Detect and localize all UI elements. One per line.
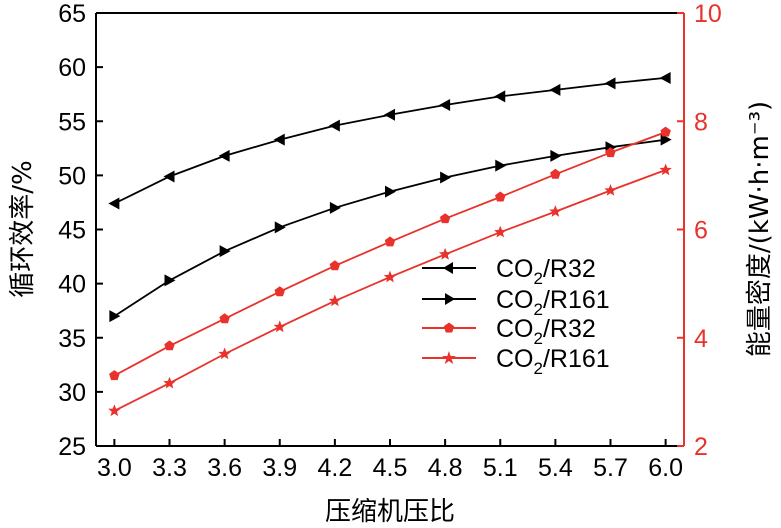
series-line-1	[114, 77, 666, 205]
data-point	[273, 133, 285, 146]
data-point	[163, 376, 176, 389]
data-point	[384, 108, 395, 121]
x-tick-label: 3.3	[152, 454, 187, 482]
data-point	[383, 270, 397, 283]
data-point	[660, 133, 672, 146]
data-point	[495, 191, 506, 202]
y-left-tick-label: 35	[58, 325, 86, 353]
data-point	[494, 90, 506, 103]
y-left-tick-label: 55	[58, 108, 86, 136]
data-point	[495, 159, 507, 172]
legend-marker-2	[445, 293, 455, 305]
y-left-tick-label: 65	[58, 0, 86, 28]
data-point	[550, 168, 561, 179]
x-tick-label: 5.4	[538, 454, 573, 482]
y-left-tick-label: 60	[58, 54, 86, 82]
x-tick-label: 3.6	[207, 454, 242, 482]
y-left-tick-label: 45	[58, 217, 86, 245]
y-left-tick-label: 50	[58, 162, 86, 190]
data-point	[328, 294, 342, 307]
legend-label-1: CO2/R32	[496, 255, 596, 288]
x-tick-label: 5.1	[483, 454, 518, 482]
x-tick-label: 4.8	[428, 454, 463, 482]
data-point	[605, 147, 616, 158]
x-tick-label: 6.0	[648, 454, 683, 482]
data-point	[108, 197, 120, 210]
legend-item-3: CO2/R32	[422, 315, 596, 348]
data-point	[218, 149, 230, 162]
x-axis-title: 压缩机压比	[325, 497, 455, 527]
y-left-tick-label: 25	[58, 433, 86, 461]
series-layer	[108, 71, 672, 417]
legend-label-2: CO2/R161	[496, 286, 610, 319]
legend-item-2: CO2/R161	[422, 286, 610, 319]
data-point	[494, 225, 507, 238]
legend-marker-1	[443, 262, 453, 274]
legend-label-3: CO2/R32	[496, 315, 596, 348]
x-tick-label: 4.2	[317, 454, 352, 482]
data-point	[273, 320, 286, 333]
legend: CO2/R32 CO2/R161 CO2/R32 ★ CO2/R161	[422, 255, 610, 378]
data-point	[328, 119, 340, 132]
y-right-tick-label: 8	[694, 108, 708, 136]
legend-label-4: CO2/R161	[496, 345, 610, 378]
legend-item-1: CO2/R32	[422, 255, 596, 288]
data-point	[438, 247, 452, 260]
x-tick-label: 3.0	[97, 454, 132, 482]
data-point	[274, 286, 285, 297]
ticks: 3.0 3.3 3.6 3.9 4.2 4.5 4.8 5.1 5.4 5.7 6.0 25 30 35 4…	[58, 0, 722, 482]
data-point	[109, 310, 121, 323]
series-4	[108, 163, 672, 417]
plot-frame	[95, 12, 685, 447]
x-tick-label: 3.9	[262, 454, 297, 482]
data-point	[550, 149, 562, 162]
x-tick-label: 4.5	[373, 454, 408, 482]
data-point	[164, 274, 176, 287]
data-point	[329, 201, 341, 214]
data-point	[439, 213, 451, 224]
y-left-tick-label: 30	[58, 379, 86, 407]
data-point	[549, 205, 562, 217]
data-point	[384, 236, 396, 247]
data-point	[163, 170, 175, 183]
data-point	[385, 185, 396, 198]
x-tick-label: 5.7	[593, 454, 628, 482]
data-point	[659, 71, 671, 84]
data-point	[219, 313, 230, 324]
y-left-tick-label: 40	[58, 271, 86, 299]
left-axis-title: 循环效率/%	[8, 160, 38, 297]
data-point	[108, 404, 121, 417]
series-1	[108, 71, 671, 210]
data-point	[218, 347, 231, 360]
data-point	[660, 126, 671, 137]
data-point	[274, 221, 286, 234]
data-point	[329, 260, 341, 271]
data-point	[659, 163, 672, 176]
y-right-tick-label: 10	[694, 0, 722, 28]
data-point	[604, 77, 616, 90]
y-right-tick-label: 2	[694, 433, 708, 461]
data-point	[604, 184, 617, 196]
legend-marker-4: ★	[441, 348, 457, 369]
data-point	[164, 340, 175, 351]
data-point	[549, 83, 561, 96]
data-point	[440, 171, 452, 184]
legend-marker-3	[443, 322, 455, 333]
data-point	[439, 99, 451, 112]
right-axis-title: 能量密度/(kW·h·m⁻³)	[745, 101, 775, 357]
series-3	[109, 126, 671, 381]
legend-item-4: ★ CO2/R161	[422, 345, 610, 378]
data-point	[219, 245, 231, 258]
data-point	[109, 370, 120, 381]
series-2	[109, 133, 672, 323]
y-right-tick-label: 4	[694, 325, 708, 353]
y-right-tick-label: 6	[694, 217, 708, 245]
